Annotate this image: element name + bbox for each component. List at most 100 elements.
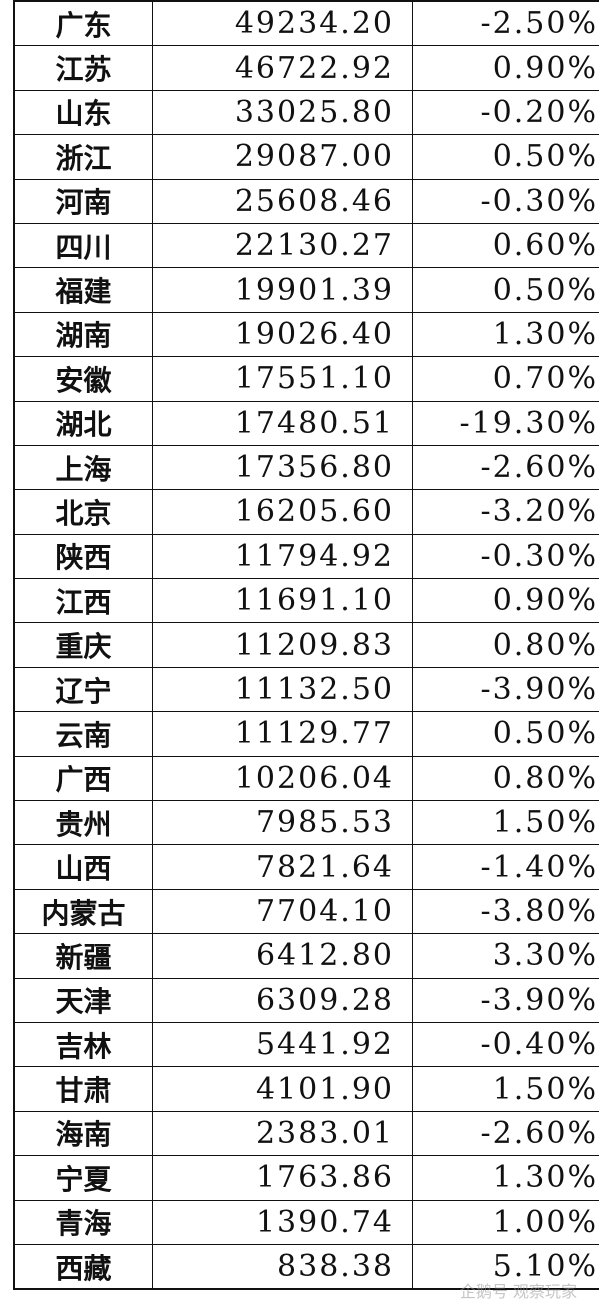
gdp-cell: 10206.04	[152, 755, 413, 802]
table-row: 云南 11129.77 0.50%	[13, 711, 599, 757]
gdp-cell: 7985.53	[152, 800, 413, 846]
table-row: 山东 33025.80 -0.20%	[13, 89, 599, 136]
table-row: 陕西 11794.92 -0.30%	[13, 533, 599, 580]
province-cell: 上海	[13, 444, 153, 491]
table-row: 山西 7821.64 -1.40%	[13, 844, 599, 890]
table-row: 福建 19901.39 0.50%	[13, 267, 599, 313]
gdp-cell: 7821.64	[152, 844, 413, 890]
province-cell: 甘肃	[13, 1066, 153, 1112]
table-row: 上海 17356.80 -2.60%	[13, 444, 599, 491]
growth-rate-cell: 1.00%	[412, 1199, 599, 1245]
table-row: 北京 16205.60 -3.20%	[13, 489, 599, 535]
table-row: 湖南 19026.40 1.30%	[13, 311, 599, 358]
gdp-cell: 33025.80	[152, 89, 413, 136]
province-cell: 浙江	[13, 134, 153, 180]
growth-rate-cell: 0.70%	[412, 356, 599, 402]
province-cell: 四川	[13, 222, 153, 269]
table-row: 辽宁 11132.50 -3.90%	[13, 666, 599, 713]
table-row: 河南 25608.46 -0.30%	[13, 178, 599, 224]
table-row: 内蒙古 7704.10 -3.80%	[13, 888, 599, 935]
table-row: 贵州 7985.53 1.50%	[13, 800, 599, 846]
growth-rate-cell: -0.20%	[412, 89, 599, 136]
growth-rate-cell: 0.50%	[412, 267, 599, 313]
table-row: 青海 1390.74 1.00%	[13, 1199, 599, 1245]
growth-rate-cell: -3.90%	[412, 666, 599, 713]
province-cell: 陕西	[13, 533, 153, 580]
gdp-cell: 4101.90	[152, 1066, 413, 1112]
gdp-cell: 6412.80	[152, 933, 413, 979]
gdp-cell: 17551.10	[152, 356, 413, 402]
growth-rate-cell: -3.90%	[412, 977, 599, 1023]
table-row: 浙江 29087.00 0.50%	[13, 134, 599, 180]
province-cell: 贵州	[13, 800, 153, 846]
gdp-cell: 838.38	[152, 1243, 413, 1290]
gdp-cell: 5441.92	[152, 1021, 413, 1068]
table-row: 江西 11691.10 0.90%	[13, 578, 599, 624]
province-cell: 福建	[13, 267, 153, 313]
gdp-cell: 11209.83	[152, 622, 413, 668]
gdp-cell: 1390.74	[152, 1199, 413, 1245]
gdp-cell: 11129.77	[152, 711, 413, 757]
province-cell: 海南	[13, 1110, 153, 1157]
table-row: 安徽 17551.10 0.70%	[13, 356, 599, 402]
province-cell: 辽宁	[13, 666, 153, 713]
watermark: 企鹅号 观察玩家	[459, 1282, 577, 1301]
table-row: 天津 6309.28 -3.90%	[13, 977, 599, 1023]
gdp-cell: 16205.60	[152, 489, 413, 535]
growth-rate-cell: 0.50%	[412, 711, 599, 757]
gdp-cell: 2383.01	[152, 1110, 413, 1157]
province-cell: 宁夏	[13, 1155, 153, 1201]
province-cell: 北京	[13, 489, 153, 535]
growth-rate-cell: -3.80%	[412, 888, 599, 935]
province-cell: 西藏	[13, 1243, 153, 1290]
province-cell: 山西	[13, 844, 153, 890]
province-cell: 湖南	[13, 311, 153, 358]
growth-rate-cell: 1.30%	[412, 311, 599, 358]
province-cell: 广西	[13, 755, 153, 802]
gdp-cell: 19901.39	[152, 267, 413, 313]
province-cell: 重庆	[13, 622, 153, 668]
growth-rate-cell: 5.10%	[412, 1243, 599, 1290]
growth-rate-cell: 0.90%	[412, 45, 599, 91]
growth-rate-cell: 1.50%	[412, 800, 599, 846]
growth-rate-cell: 0.80%	[412, 622, 599, 668]
province-cell: 湖北	[13, 400, 153, 446]
province-cell: 吉林	[13, 1021, 153, 1068]
table-row: 吉林 5441.92 -0.40%	[13, 1021, 599, 1068]
gdp-cell: 1763.86	[152, 1155, 413, 1201]
growth-rate-cell: -0.30%	[412, 178, 599, 224]
province-cell: 广东	[13, 0, 153, 47]
table-row: 湖北 17480.51 -19.30%	[13, 400, 599, 446]
province-cell: 内蒙古	[13, 888, 153, 935]
growth-rate-cell: 0.50%	[412, 134, 599, 180]
table-row: 江苏 46722.92 0.90%	[13, 45, 599, 91]
growth-rate-cell: 0.90%	[412, 578, 599, 624]
gdp-cell: 19026.40	[152, 311, 413, 358]
growth-rate-cell: -1.40%	[412, 844, 599, 890]
gdp-cell: 6309.28	[152, 977, 413, 1023]
gdp-cell: 46722.92	[152, 45, 413, 91]
gdp-cell: 25608.46	[152, 178, 413, 224]
province-cell: 山东	[13, 89, 153, 136]
gdp-cell: 29087.00	[152, 134, 413, 180]
table-row: 西藏 838.38 5.10%	[13, 1243, 599, 1290]
province-cell: 云南	[13, 711, 153, 757]
growth-rate-cell: 3.30%	[412, 933, 599, 979]
growth-rate-cell: 1.50%	[412, 1066, 599, 1112]
gdp-cell: 11794.92	[152, 533, 413, 580]
table-row: 重庆 11209.83 0.80%	[13, 622, 599, 668]
gdp-cell: 22130.27	[152, 222, 413, 269]
gdp-cell: 49234.20	[152, 0, 413, 47]
growth-rate-cell: 1.30%	[412, 1155, 599, 1201]
gdp-cell: 17480.51	[152, 400, 413, 446]
province-cell: 江西	[13, 578, 153, 624]
gdp-cell: 7704.10	[152, 888, 413, 935]
table-row: 宁夏 1763.86 1.30%	[13, 1155, 599, 1201]
province-cell: 新疆	[13, 933, 153, 979]
province-cell: 河南	[13, 178, 153, 224]
table-row: 海南 2383.01 -2.60%	[13, 1110, 599, 1157]
growth-rate-cell: -2.60%	[412, 1110, 599, 1157]
table-row: 新疆 6412.80 3.30%	[13, 933, 599, 979]
gdp-cell: 11132.50	[152, 666, 413, 713]
gdp-cell: 17356.80	[152, 444, 413, 491]
